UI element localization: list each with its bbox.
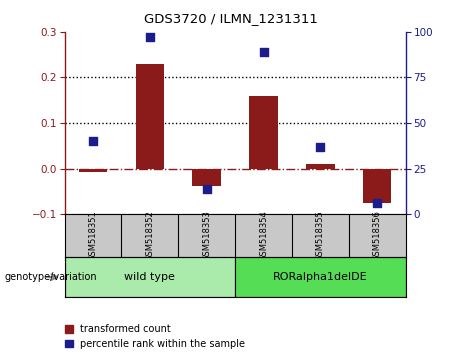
Text: GSM518355: GSM518355 (316, 210, 325, 261)
Text: GDS3720 / ILMN_1231311: GDS3720 / ILMN_1231311 (143, 12, 318, 25)
FancyBboxPatch shape (235, 257, 406, 297)
Text: wild type: wild type (124, 272, 175, 282)
Bar (306, 164, 335, 169)
Text: GSM518351: GSM518351 (89, 210, 97, 261)
Bar (136, 64, 164, 169)
Legend: transformed count, percentile rank within the sample: transformed count, percentile rank withi… (65, 324, 245, 349)
Text: GSM518354: GSM518354 (259, 210, 268, 261)
Point (317, 144, 324, 149)
Point (146, 34, 154, 40)
Point (260, 49, 267, 55)
Bar (249, 96, 278, 169)
Bar (363, 169, 391, 203)
Bar (193, 169, 221, 186)
FancyBboxPatch shape (65, 257, 235, 297)
Point (203, 186, 210, 192)
Bar (79, 169, 107, 172)
Text: GSM518352: GSM518352 (145, 210, 154, 261)
Text: GSM518356: GSM518356 (373, 210, 382, 261)
Text: RORalpha1delDE: RORalpha1delDE (273, 272, 368, 282)
Point (89, 138, 97, 144)
Text: GSM518353: GSM518353 (202, 210, 211, 261)
Text: genotype/variation: genotype/variation (5, 272, 97, 282)
Point (373, 200, 381, 206)
